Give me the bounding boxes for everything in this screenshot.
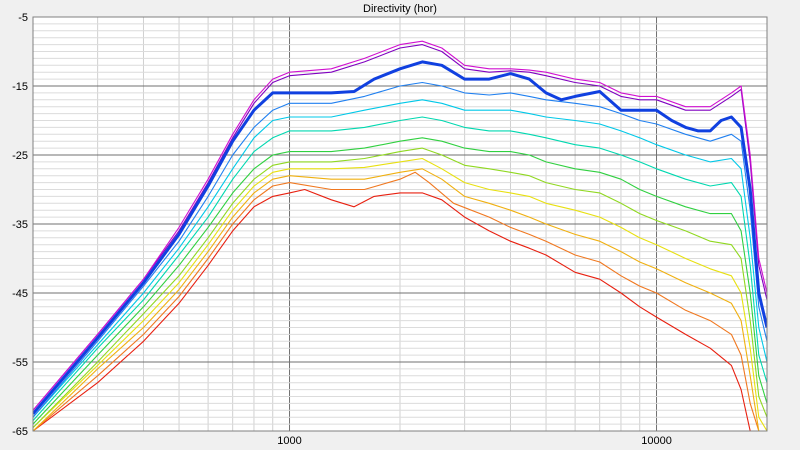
- x-tick-label: 1000: [277, 435, 301, 447]
- y-tick-label: -45: [12, 288, 28, 300]
- series-line-0: [33, 40, 767, 411]
- plot-border: [32, 16, 768, 432]
- series-line-9: [33, 168, 767, 431]
- y-tick-label: -55: [12, 357, 28, 369]
- series-line-2: [33, 60, 767, 415]
- series-line-1: [33, 44, 767, 411]
- series-line-8: [33, 157, 767, 431]
- chart-title: Directivity (hor): [363, 3, 437, 15]
- series-line-5: [33, 116, 767, 421]
- series-line-10: [33, 171, 767, 431]
- y-tick-label: -35: [12, 219, 28, 231]
- series-line-6: [33, 137, 767, 425]
- tick-label-layer: -5 -15 -25 -35 -45 -55 -65 1000 10000: [12, 12, 672, 447]
- grid-layer: [32, 16, 768, 432]
- y-tick-label: -65: [12, 426, 28, 438]
- y-tick-label: -15: [12, 81, 28, 93]
- y-tick-label: -25: [12, 150, 28, 162]
- series-line-7: [33, 147, 767, 428]
- x-tick-label: 10000: [641, 435, 672, 447]
- y-tick-label: -5: [18, 12, 28, 24]
- series-line-3: [33, 81, 767, 418]
- series-line-4: [33, 99, 767, 418]
- series-line-11: [33, 188, 767, 431]
- series-layer: [33, 40, 767, 431]
